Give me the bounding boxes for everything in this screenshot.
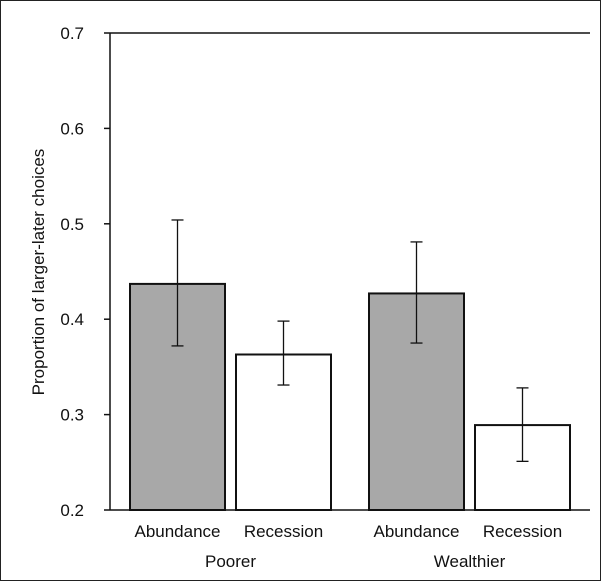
y-axis-title: Proportion of larger-later choices (29, 149, 48, 396)
x-category-label: Recession (483, 522, 562, 541)
x-category-label: Recession (244, 522, 323, 541)
error-bars-layer (171, 219, 529, 462)
y-tick-label: 0.4 (60, 310, 84, 329)
bars-layer (129, 282, 571, 512)
x-axis-labels: Abundance Recession Abundance Recession Poor… (134, 522, 562, 571)
x-category-label: Abundance (373, 522, 459, 541)
x-category-label: Abundance (134, 522, 220, 541)
x-group-label: Poorer (205, 552, 256, 571)
y-tick-label: 0.5 (60, 215, 84, 234)
x-group-label: Wealthier (434, 552, 506, 571)
y-tick-label: 0.6 (60, 119, 84, 138)
y-tick-label: 0.2 (60, 501, 84, 520)
bar-recession (474, 424, 571, 511)
y-axis-ticks: 0.7 0.6 0.5 0.4 0.3 0.2 (60, 24, 110, 520)
y-tick-label: 0.3 (60, 406, 84, 425)
y-tick-label: 0.7 (60, 24, 84, 43)
